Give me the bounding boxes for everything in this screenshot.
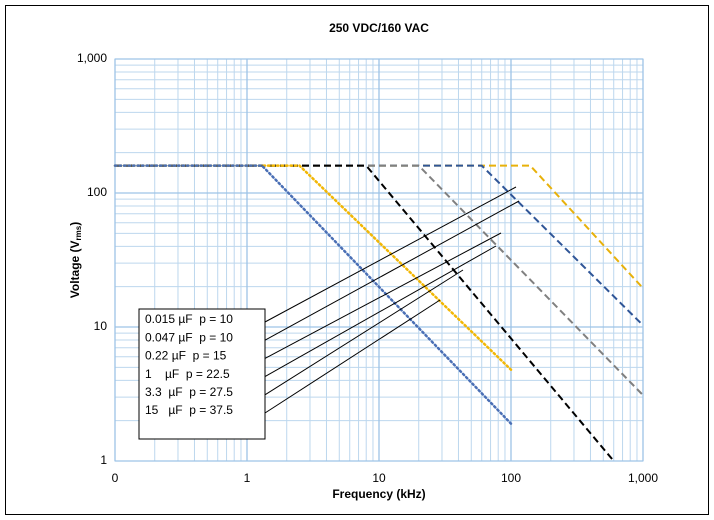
y-label-text: Voltage (V	[68, 240, 82, 298]
legend-label: 0.015 µF p = 10	[145, 312, 233, 326]
legend-label: 3.3 µF p = 27.5	[145, 385, 233, 399]
y-tick-label: 10	[94, 319, 108, 333]
frame	[5, 5, 709, 515]
x-tick-label: 10	[372, 471, 386, 485]
chart-title: 250 VDC/160 VAC	[329, 21, 429, 35]
legend-label: 15 µF p = 37.5	[145, 403, 233, 417]
legend-box	[138, 308, 266, 440]
leader-line	[264, 200, 520, 341]
x-axis-label: Frequency (kHz)	[332, 487, 425, 501]
series-line	[113, 164, 513, 371]
leader-line	[264, 299, 441, 414]
legend-label: 0.047 µF p = 10	[145, 330, 233, 344]
y-axis-label: Voltage (Vrms)	[68, 222, 83, 298]
leader-line	[264, 232, 502, 359]
y-tick-label: 100	[87, 185, 107, 199]
y-tick-label: 1,000	[77, 51, 107, 65]
legend-label: 0.22 µF p = 15	[145, 349, 227, 363]
leader-line	[264, 269, 464, 396]
y-label-sub: rms	[74, 225, 83, 240]
leader-line	[264, 186, 517, 323]
series-line	[113, 164, 513, 425]
plot-border	[114, 58, 644, 462]
y-label-suffix: )	[68, 222, 82, 226]
x-tick-label: 1,000	[628, 471, 658, 485]
x-tick-label: 0	[112, 471, 119, 485]
y-tick-label: 1	[100, 453, 107, 467]
x-tick-label: 100	[501, 471, 521, 485]
legend-label: 1 µF p = 22.5	[145, 367, 230, 381]
x-tick-label: 1	[244, 471, 251, 485]
leader-line	[264, 245, 497, 378]
